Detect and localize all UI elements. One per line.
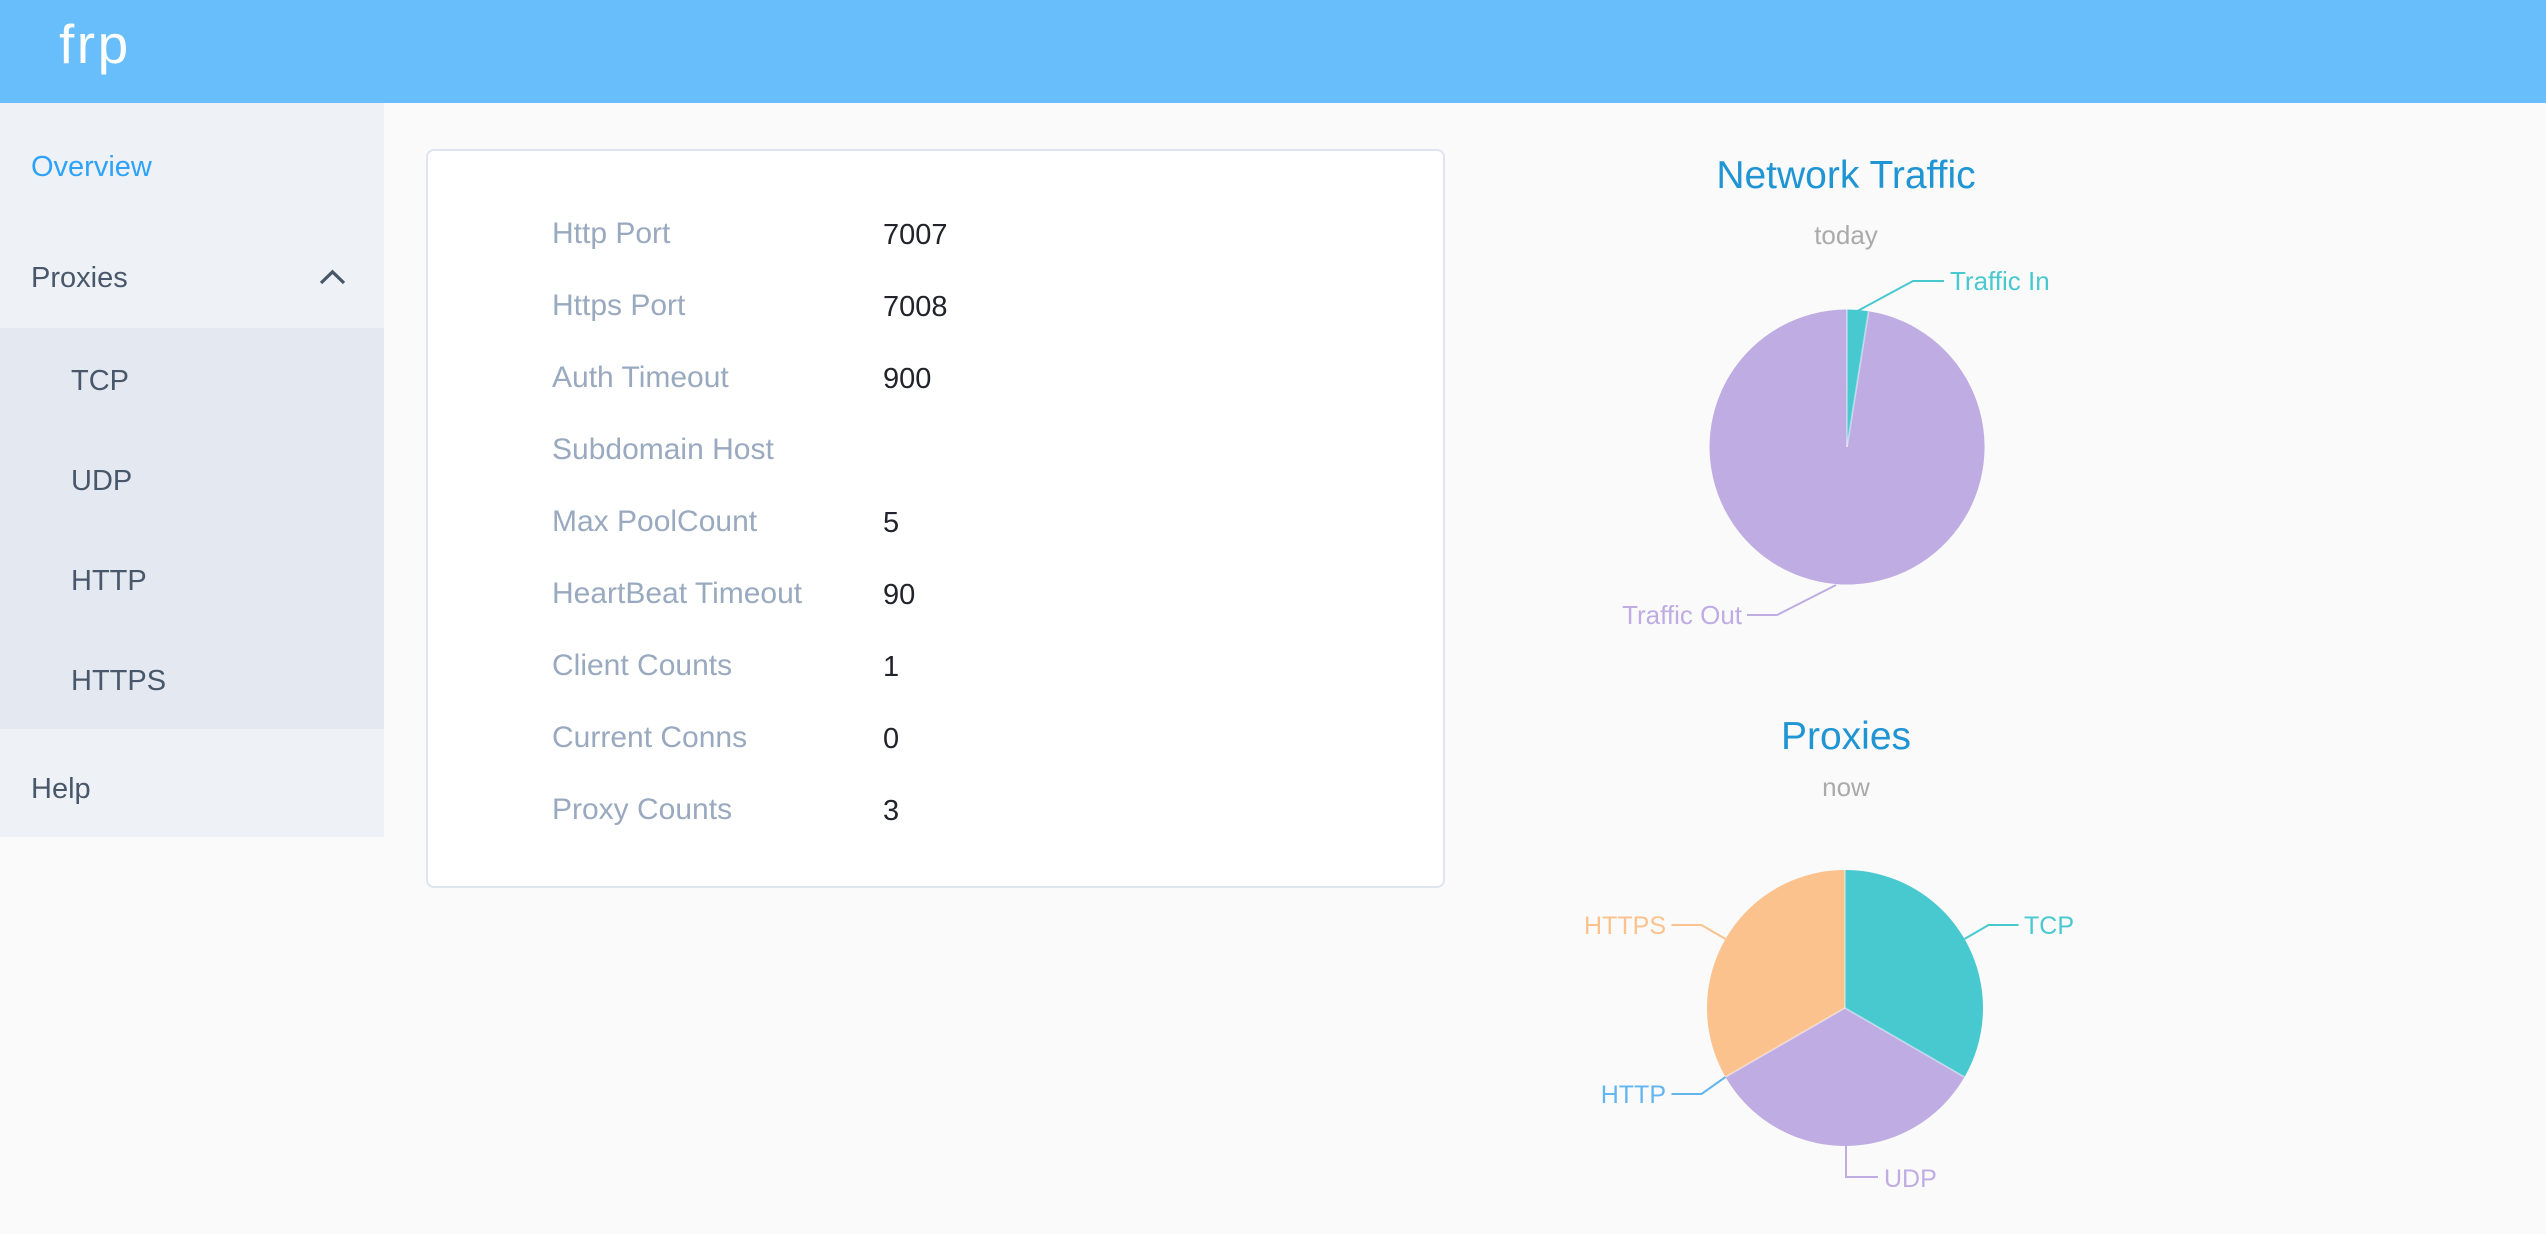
svg-text:HTTP: HTTP xyxy=(1601,1081,1666,1109)
svg-text:Traffic In: Traffic In xyxy=(1950,266,2050,296)
svg-text:Traffic Out: Traffic Out xyxy=(1622,600,1743,630)
svg-text:HTTPS: HTTPS xyxy=(1584,912,1666,940)
svg-text:UDP: UDP xyxy=(1884,1165,1937,1193)
svg-text:TCP: TCP xyxy=(2024,912,2074,940)
